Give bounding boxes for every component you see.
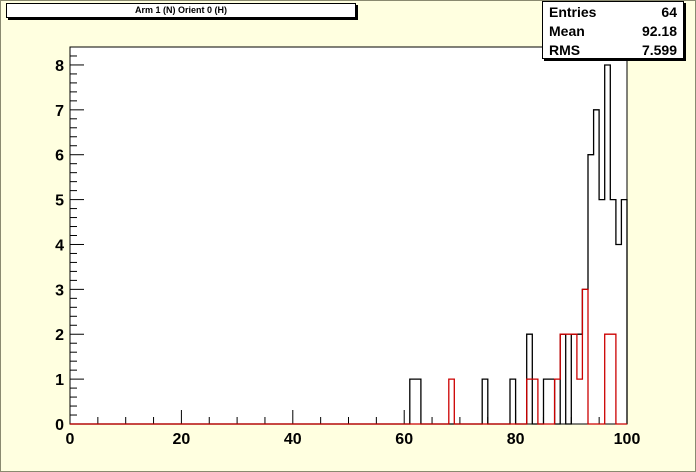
y-tick-label: 6 [55, 148, 64, 165]
x-tick-label: 20 [173, 431, 191, 448]
x-tick-label: 40 [284, 431, 302, 448]
histogram-series-2 [70, 288, 627, 425]
x-tick-label: 80 [507, 431, 525, 448]
y-tick-label: 4 [55, 237, 64, 254]
x-tick-label: 60 [395, 431, 413, 448]
x-tick-label: 100 [614, 431, 641, 448]
histogram-title: Arm 1 (N) Orient 0 (H) [6, 3, 356, 18]
x-tick-label: 0 [66, 431, 75, 448]
stats-entries-row: Entries 64 [549, 3, 677, 21]
y-tick-label: 8 [55, 58, 64, 75]
stats-mean-row: Mean 92.18 [549, 22, 677, 40]
y-tick-label: 1 [55, 372, 64, 389]
plot-frame [69, 46, 628, 425]
rms-label: RMS [549, 42, 581, 58]
stats-box: Entries 64 Mean 92.18 RMS 7.599 [542, 1, 684, 59]
stats-rms-row: RMS 7.599 [549, 41, 677, 59]
entries-label: Entries [549, 4, 597, 20]
entries-value: 64 [661, 4, 677, 20]
y-tick-label: 3 [55, 282, 64, 299]
y-tick-label: 0 [55, 417, 64, 434]
mean-value: 92.18 [641, 23, 677, 39]
mean-label: Mean [549, 23, 585, 39]
y-tick-label: 2 [55, 327, 64, 344]
y-tick-label: 5 [55, 193, 64, 210]
rms-value: 7.599 [641, 42, 677, 58]
y-tick-label: 7 [55, 103, 64, 120]
